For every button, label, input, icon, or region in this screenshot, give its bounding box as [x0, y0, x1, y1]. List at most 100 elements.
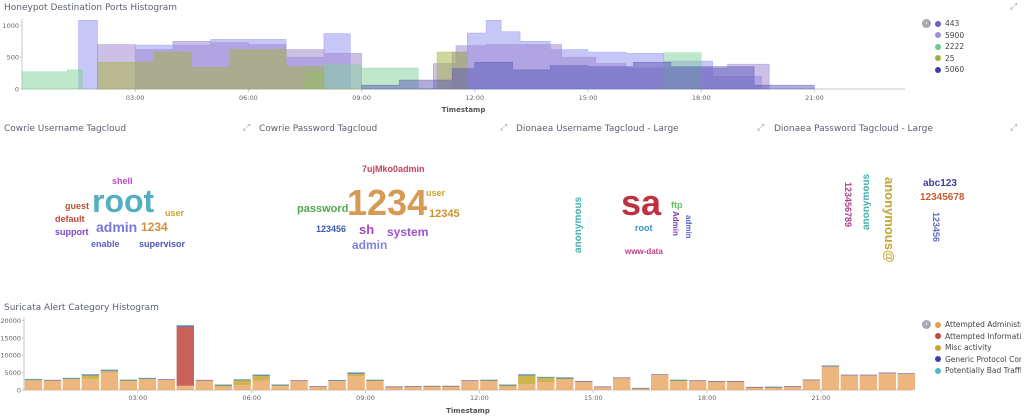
tag-word[interactable]: support: [55, 227, 89, 237]
tag-word[interactable]: 123456: [316, 224, 347, 234]
bar-segment[interactable]: [537, 376, 555, 378]
bar-segment[interactable]: [214, 384, 232, 385]
bar-segment[interactable]: [404, 386, 422, 387]
legend-item[interactable]: Generic Protocol Command Decode: [935, 354, 1021, 366]
bar-segment[interactable]: [119, 379, 138, 381]
tag-word[interactable]: user: [426, 188, 446, 198]
bar-segment[interactable]: [347, 373, 365, 374]
tag-word[interactable]: user: [165, 208, 185, 218]
bar-segment[interactable]: [461, 380, 479, 390]
bar-segment[interactable]: [537, 382, 555, 390]
bar-segment[interactable]: [537, 377, 555, 383]
bar-segment[interactable]: [328, 380, 346, 381]
bar-segment[interactable]: [24, 378, 43, 380]
expand-icon[interactable]: ⤢: [500, 123, 508, 133]
bar-segment[interactable]: [271, 385, 289, 387]
bar-segment[interactable]: [442, 386, 460, 387]
bar-segment[interactable]: [271, 384, 289, 385]
bar-segment[interactable]: [176, 325, 194, 327]
bar-segment[interactable]: [518, 375, 536, 385]
bar-segment[interactable]: [328, 380, 346, 382]
bar-segment[interactable]: [442, 385, 460, 387]
bar-segment[interactable]: [81, 374, 100, 375]
expand-icon[interactable]: ⤢: [757, 123, 765, 133]
tag-word[interactable]: root: [635, 223, 653, 233]
bar-segment[interactable]: [442, 386, 460, 391]
bar-segment[interactable]: [252, 374, 270, 376]
series-area-25[interactable]: [97, 49, 468, 90]
legend-toggle-icon[interactable]: ›: [922, 19, 931, 28]
tag-word[interactable]: enable: [91, 239, 120, 249]
tag-word[interactable]: root: [92, 183, 155, 219]
bar-segment[interactable]: [233, 379, 251, 380]
bar-segment[interactable]: [878, 373, 896, 390]
bar-segment[interactable]: [138, 378, 156, 379]
bar-segment[interactable]: [537, 377, 555, 378]
bar-segment[interactable]: [859, 375, 878, 390]
bar-segment[interactable]: [81, 375, 100, 379]
bar-segment[interactable]: [385, 387, 403, 390]
legend-item[interactable]: Potentially Bad Traffic: [935, 365, 1021, 377]
bar-segment[interactable]: [328, 379, 346, 381]
legend-item[interactable]: 5900: [935, 30, 1005, 42]
bar-segment[interactable]: [290, 380, 308, 381]
tag-word[interactable]: 1234: [141, 220, 168, 234]
bar-segment[interactable]: [252, 380, 270, 390]
bar-segment[interactable]: [309, 386, 327, 391]
bar-segment[interactable]: [859, 374, 878, 376]
bar-segment[interactable]: [366, 381, 384, 390]
bar-segment[interactable]: [233, 379, 251, 386]
tag-word[interactable]: admin: [96, 219, 138, 235]
bar-segment[interactable]: [480, 380, 498, 381]
tag-word[interactable]: anonymous: [573, 196, 584, 253]
tag-word[interactable]: sa: [621, 182, 662, 223]
bar-segment[interactable]: [764, 386, 783, 388]
bar-segment[interactable]: [252, 375, 270, 376]
bar-segment[interactable]: [651, 374, 669, 375]
bar-segment[interactable]: [745, 386, 764, 388]
bar-segment[interactable]: [100, 372, 119, 390]
bar-segment[interactable]: [43, 380, 62, 390]
bar-segment[interactable]: [480, 379, 498, 381]
bar-segment[interactable]: [157, 379, 175, 380]
expand-icon[interactable]: ⤢: [1010, 123, 1018, 133]
tag-word[interactable]: 12345: [429, 208, 460, 220]
bar-segment[interactable]: [499, 385, 517, 387]
bar-segment[interactable]: [688, 380, 707, 381]
bar-segment[interactable]: [100, 370, 119, 373]
bar-segment[interactable]: [480, 380, 498, 390]
legend-item[interactable]: 5060: [935, 64, 1005, 76]
bar-segment[interactable]: [669, 379, 688, 381]
bar-segment[interactable]: [138, 378, 156, 380]
bar-segment[interactable]: [347, 376, 365, 390]
bar-segment[interactable]: [176, 385, 194, 390]
tag-word[interactable]: 1234: [347, 182, 428, 223]
tag-word[interactable]: 123456789: [843, 182, 853, 228]
tag-word[interactable]: admin: [352, 238, 388, 252]
bar-segment[interactable]: [366, 380, 384, 381]
tag-word[interactable]: abc123: [923, 178, 957, 189]
bar-segment[interactable]: [24, 379, 43, 381]
tag-word[interactable]: anonymous: [861, 173, 872, 230]
bar-segment[interactable]: [764, 387, 783, 390]
bar-segment[interactable]: [62, 378, 81, 379]
bar-segment[interactable]: [214, 384, 232, 386]
bar-segment[interactable]: [726, 381, 745, 390]
bar-segment[interactable]: [366, 379, 384, 381]
bar-segment[interactable]: [821, 365, 840, 367]
bar-segment[interactable]: [594, 386, 612, 388]
bar-segment[interactable]: [81, 378, 100, 390]
bar-segment[interactable]: [81, 374, 100, 376]
series-area-2222[interactable]: [21, 52, 702, 90]
bar-segment[interactable]: [100, 369, 119, 371]
legend-item[interactable]: Attempted Administrator Privilege Gain: [935, 319, 1021, 331]
bar-segment[interactable]: [157, 379, 175, 390]
bar-segment[interactable]: [745, 387, 764, 390]
bar-segment[interactable]: [575, 381, 593, 382]
bar-segment[interactable]: [632, 387, 650, 389]
bar-segment[interactable]: [897, 373, 915, 374]
bar-segment[interactable]: [404, 386, 422, 390]
bar-segment[interactable]: [119, 379, 138, 381]
bar-segment[interactable]: [575, 381, 593, 390]
bar-segment[interactable]: [271, 384, 289, 386]
